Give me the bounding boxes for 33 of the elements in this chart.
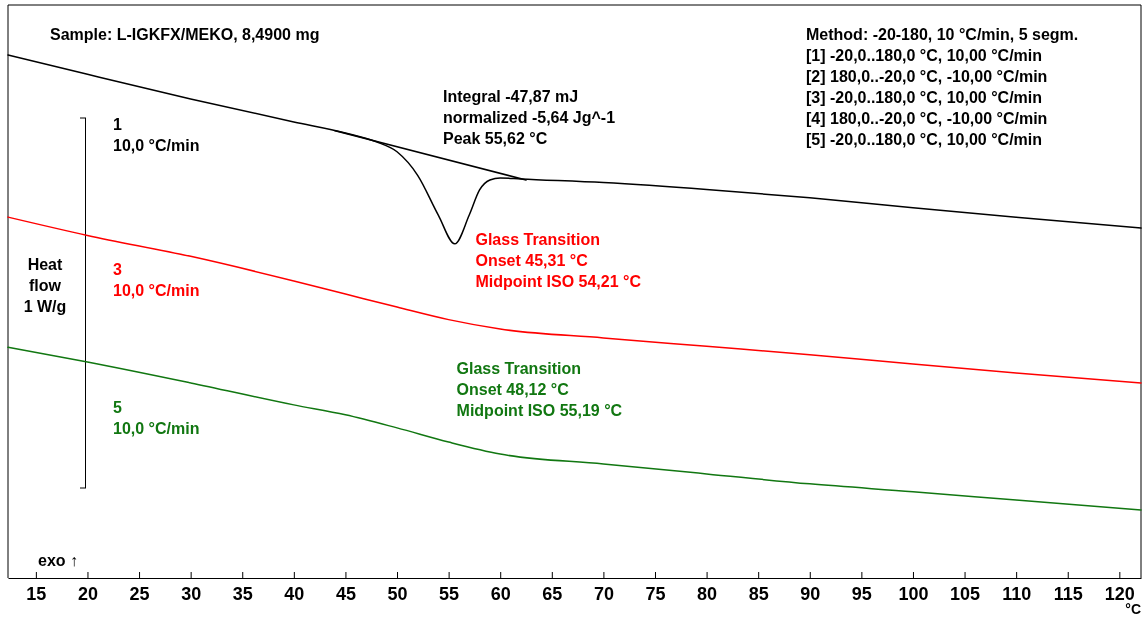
annotation: exo ↑	[38, 552, 79, 569]
x-tick-label: 45	[335, 583, 356, 604]
chart-title: Sample: L-IGKFX/MEKO, 8,4900 mg	[50, 26, 320, 43]
annotation: Glass Transition Onset 45,31 °C Midpoint ISO 54,21 °C	[475, 230, 642, 290]
annotation: Integral -47,87 mJ normalized -5,64 Jg^-1 Peak 55,62 °C	[443, 88, 616, 147]
x-tick-label: 80	[697, 583, 718, 604]
annotation: Glass Transition Onset 48,12 °C Midpoint ISO 55,19 °C	[456, 360, 623, 420]
y-axis-title: Heat flow 1 W/g	[23, 256, 67, 315]
x-tick-label: 30	[181, 583, 202, 604]
x-tick-label: 115	[1053, 583, 1083, 604]
series-label: 1 10,0 °C/min	[113, 116, 200, 154]
x-tick-label: 65	[542, 583, 563, 604]
x-tick-label: 20	[77, 583, 98, 604]
x-tick-label: 105	[950, 583, 981, 604]
x-tick-label: 60	[490, 583, 511, 604]
x-tick-label: 50	[387, 583, 408, 604]
x-tick-label: 70	[593, 583, 614, 604]
x-tick-label: 25	[129, 583, 150, 604]
x-axis-title: °C	[1125, 601, 1141, 617]
x-tick-label: 110	[1002, 583, 1032, 604]
x-tick-label: 85	[748, 583, 769, 604]
x-tick-label: 120	[1104, 583, 1135, 604]
annotation: Method: -20-180, 10 °C/min, 5 segm. [1] -20,0..180,0 °C, 10,00 °C/min [2] 180,0..-20,0 °C, -10,00 °C/min [3] -20,0..180,0 °C, 10,00 °C/min [4] 180,0..-20,0 °C, -10,00 °C/min [5] -20,0..180,0 °C, 10,00 °C/min	[806, 26, 1079, 148]
x-tick-label: 90	[800, 583, 821, 604]
x-tick-label: 55	[439, 583, 460, 604]
x-tick-label: 95	[851, 583, 872, 604]
x-tick-label: 40	[284, 583, 305, 604]
series-label: 5 10,0 °C/min	[113, 399, 200, 437]
series-label: 3 10,0 °C/min	[113, 261, 200, 299]
x-tick-label: 100	[898, 583, 929, 604]
x-tick-label: 75	[645, 583, 666, 604]
x-tick-label: 35	[232, 583, 253, 604]
x-tick-label: 15	[26, 583, 47, 604]
